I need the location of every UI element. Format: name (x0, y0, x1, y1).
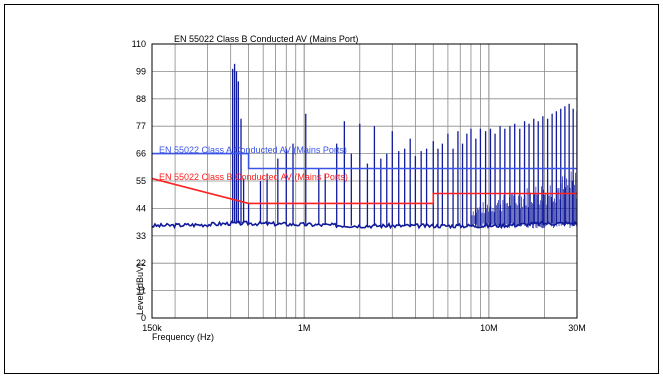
y-tick-label: 110 (132, 39, 146, 49)
limit-line-class-a (152, 152, 577, 170)
y-tick-label: 0 (141, 313, 146, 323)
y-tick-label: 33 (136, 231, 146, 241)
y-tick-label: 55 (136, 176, 146, 186)
y-axis-label: Level (dBuV) (135, 263, 145, 315)
x-axis-label: Frequency (Hz) (152, 332, 214, 342)
y-tick-label: 77 (136, 121, 146, 131)
limit-label-class-b: EN 55022 Class B Conducted AV (Mains Por… (159, 172, 348, 182)
x-tick-label: 150k (142, 323, 162, 333)
x-axis-ticks: 150k 1M 10M 30M (142, 323, 586, 333)
limit-line-class-b (152, 177, 577, 205)
x-tick-label: 30M (568, 323, 586, 333)
chart-title: EN 55022 Class B Conducted AV (Mains Por… (174, 34, 358, 44)
y-tick-label: 22 (136, 258, 146, 268)
y-tick-label: 99 (136, 66, 146, 76)
y-axis-ticks: 0 11 22 33 44 55 66 77 88 99 110 (132, 39, 146, 323)
y-tick-label: 44 (136, 203, 146, 213)
figure-frame: EN 55022 Class B Conducted AV (Mains Por… (4, 4, 659, 374)
measurement-baseline (152, 220, 577, 230)
x-tick-label: 10M (480, 323, 498, 333)
y-tick-label: 88 (136, 94, 146, 104)
measurement-peaks (232, 63, 577, 226)
chart: EN 55022 Class B Conducted AV (Mains Por… (132, 34, 586, 342)
limit-label-class-a: EN 55022 Class A Conducted AV (Mains Por… (159, 145, 347, 155)
x-tick-label: 1M (298, 323, 311, 333)
y-tick-label: 11 (137, 286, 146, 296)
plot-border (151, 43, 578, 319)
y-tick-label: 66 (136, 149, 146, 159)
